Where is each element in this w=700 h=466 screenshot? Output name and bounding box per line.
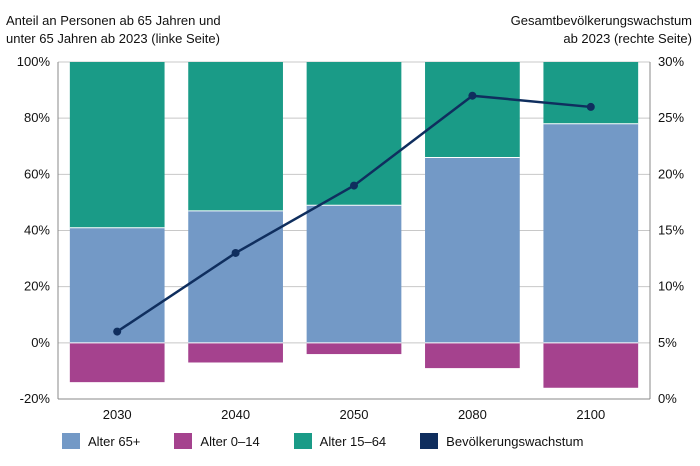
right-axis-ticks: 30% 25% 20% 15% 10% 5% 0%	[658, 54, 684, 406]
bar-group	[69, 62, 639, 388]
growth-point	[350, 181, 358, 190]
left-axis-ticks: 100% 80% 60% 40% 20% 0% -20%	[17, 54, 51, 406]
bar-alter-15-64	[188, 62, 283, 211]
bar-alter-15-64	[543, 62, 639, 124]
left-tick-label: 80%	[24, 110, 50, 125]
legend-label: Alter 15–64	[319, 433, 387, 449]
legend-label: Alter 0–14	[200, 433, 260, 449]
bar-alter-0-14	[543, 342, 639, 388]
x-tick-label: 2030	[103, 407, 132, 422]
x-axis-ticks: 2030 2040 2050 2080 2100	[103, 407, 606, 422]
legend-swatch	[420, 433, 439, 449]
bar-alter-0-14	[425, 342, 520, 369]
left-axis-title: Anteil an Personen ab 65 Jahren und unte…	[6, 12, 266, 48]
bar-alter-65	[425, 157, 520, 343]
right-tick-label: 0%	[658, 391, 677, 406]
x-tick-label: 2100	[576, 407, 605, 422]
right-tick-label: 25%	[658, 110, 684, 125]
growth-point	[468, 91, 477, 100]
right-tick-label: 5%	[658, 335, 677, 350]
bar-alter-15-64	[425, 62, 520, 158]
right-tick-label: 15%	[658, 223, 684, 238]
growth-line-group	[113, 91, 595, 336]
legend-item-bevoelkerungswachstum: Bevölkerungswachstum	[420, 433, 583, 449]
bar-alter-65	[306, 205, 402, 343]
right-tick-label: 10%	[658, 279, 684, 294]
x-tick-label: 2040	[221, 407, 250, 422]
right-axis-title: Gesamtbevölkerungswachstum ab 2023 (rech…	[452, 12, 692, 48]
x-tick-label: 2080	[458, 407, 487, 422]
bar-alter-65	[188, 210, 283, 343]
bar-alter-15-64	[69, 62, 165, 228]
bar-alter-0-14	[188, 342, 283, 363]
legend-swatch	[174, 433, 193, 449]
right-axis-title-line: ab 2023 (rechte Seite)	[563, 31, 692, 46]
x-tick-label: 2050	[340, 407, 369, 422]
left-tick-label: 100%	[17, 54, 51, 69]
bar-alter-15-64	[306, 62, 402, 206]
legend-item-alter-15-64: Alter 15–64	[293, 433, 387, 449]
growth-point	[231, 248, 240, 257]
legend-swatch	[62, 433, 80, 449]
left-tick-label: 60%	[24, 166, 50, 181]
legend-item-alter-65: Alter 65+	[62, 433, 140, 449]
legend-swatch	[293, 433, 312, 449]
left-tick-label: 0%	[31, 335, 50, 350]
left-tick-label: 40%	[24, 223, 50, 238]
left-tick-label: 20%	[24, 279, 50, 294]
growth-point	[113, 327, 122, 336]
bar-alter-0-14	[69, 342, 165, 383]
left-tick-label: -20%	[20, 391, 51, 406]
bar-alter-0-14	[306, 342, 402, 355]
legend-label: Alter 65+	[88, 433, 141, 449]
growth-point	[586, 102, 595, 111]
left-axis-title-line: unter 65 Jahren ab 2023 (linke Seite)	[6, 31, 220, 46]
legend: Alter 65+ Alter 0–14 Alter 15–64 Bevölke…	[62, 433, 617, 449]
bar-alter-65	[543, 123, 639, 343]
legend-item-alter-0-14: Alter 0–14	[174, 433, 260, 449]
right-tick-label: 30%	[658, 54, 684, 69]
right-axis-title-line: Gesamtbevölkerungswachstum	[510, 13, 692, 28]
bar-alter-65	[69, 227, 165, 343]
legend-label: Bevölkerungswachstum	[446, 433, 584, 449]
right-tick-label: 20%	[658, 166, 684, 181]
left-axis-title-line: Anteil an Personen ab 65 Jahren und	[6, 13, 221, 28]
